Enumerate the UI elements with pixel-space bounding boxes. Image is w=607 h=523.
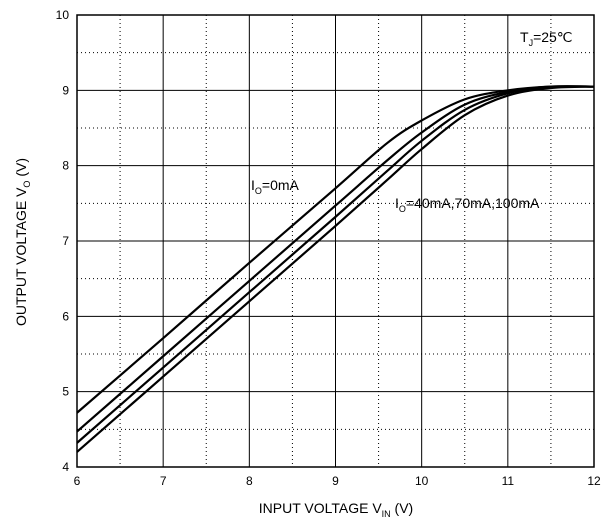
x-tick-label: 8 (246, 474, 253, 488)
y-tick-label: 10 (56, 8, 70, 22)
x-tick-label: 12 (587, 474, 601, 488)
y-tick-label: 5 (62, 385, 69, 399)
x-axis-title: INPUT VOLTAGE VIN (V) (259, 500, 413, 519)
x-tick-label: 9 (332, 474, 339, 488)
x-tick-label: 6 (74, 474, 81, 488)
series-line-1 (76, 85, 595, 433)
x-tick-labels: 6 7 8 9 10 11 12 (74, 474, 601, 488)
y-tick-label: 4 (62, 460, 69, 474)
y-tick-label: 6 (62, 309, 69, 323)
grid (77, 15, 594, 467)
series-line-2 (76, 85, 595, 444)
series-group (76, 85, 595, 453)
y-axis-title: OUTPUT VOLTAGE VO (V) (13, 158, 32, 326)
annotation-io-40-70-100ma: IO=40mA,70mA,100mA (395, 195, 540, 214)
x-tick-label: 7 (160, 474, 167, 488)
annotation-io-0ma: IO=0mA (251, 177, 300, 196)
series-line-3 (76, 85, 595, 453)
x-tick-label: 10 (415, 474, 429, 488)
y-tick-label: 7 (62, 234, 69, 248)
plot-frame (76, 14, 595, 468)
y-tick-labels: 4 5 6 7 8 9 10 (56, 8, 70, 474)
annotation-junction-temp: TJ=25℃ (520, 29, 573, 48)
x-tick-label: 11 (502, 474, 515, 488)
y-tick-label: 8 (62, 159, 69, 173)
y-tick-label: 9 (62, 83, 69, 97)
